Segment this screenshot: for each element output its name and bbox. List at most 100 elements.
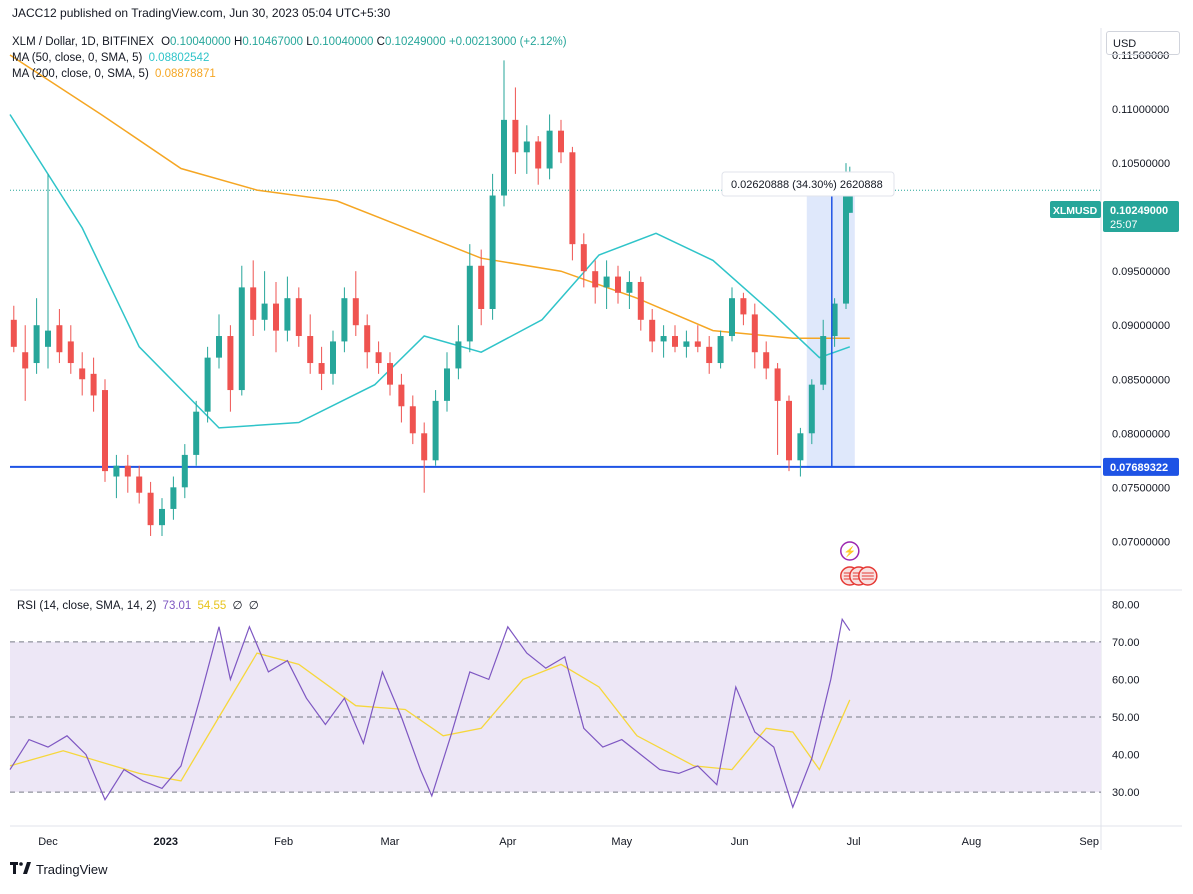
rsi-tick-label: 60.00 (1112, 674, 1140, 686)
candle-body[interactable] (740, 298, 747, 315)
candle-body[interactable] (808, 384, 815, 434)
candle-body[interactable] (523, 141, 530, 153)
rsi-line[interactable] (9, 617, 851, 810)
candle-body[interactable] (147, 492, 154, 526)
candle-body[interactable] (751, 314, 758, 353)
candle-body[interactable] (216, 336, 222, 358)
support-price-box[interactable] (1103, 457, 1179, 476)
candle-body[interactable] (535, 141, 542, 169)
candle-body[interactable] (843, 190, 849, 304)
candle-body[interactable] (649, 319, 656, 342)
symbol-tag-box[interactable] (1050, 201, 1101, 218)
candle-body[interactable] (56, 325, 63, 353)
candle-body[interactable] (717, 336, 724, 364)
last-price-text: 0.10249000 (1110, 205, 1168, 217)
ma200-legend[interactable]: MA (200, close, 0, SMA, 5) 0.08878871 (12, 68, 216, 80)
candle-body[interactable] (159, 508, 165, 526)
candle-body[interactable] (67, 341, 74, 364)
candle-body[interactable] (181, 454, 188, 488)
candle-body[interactable] (33, 325, 40, 364)
rsi-sma-line[interactable] (9, 652, 851, 782)
candle-body[interactable] (774, 368, 781, 401)
candle-body[interactable] (261, 303, 268, 320)
candle-body[interactable] (512, 119, 519, 153)
candle-body[interactable] (489, 195, 496, 309)
candle-body[interactable] (660, 336, 667, 342)
candle-body[interactable] (398, 384, 405, 407)
candle-body[interactable] (352, 298, 359, 326)
candle-body[interactable] (683, 341, 690, 347)
candle-body[interactable] (273, 303, 279, 331)
candle-body[interactable] (124, 465, 131, 477)
candle-body[interactable] (626, 281, 633, 293)
candle-body[interactable] (364, 325, 371, 353)
candle-body[interactable] (10, 319, 17, 347)
candle-body[interactable] (706, 346, 713, 364)
lightning-event-icon[interactable] (840, 541, 860, 561)
candle-body[interactable] (820, 336, 827, 385)
candle-body[interactable] (102, 390, 108, 472)
candle-body[interactable] (466, 265, 473, 342)
candle-body[interactable] (387, 363, 393, 385)
candle-body[interactable] (569, 152, 576, 245)
candle-body[interactable] (409, 406, 416, 434)
candle-body[interactable] (22, 352, 29, 369)
candle-body[interactable] (637, 281, 644, 320)
candle-body[interactable] (672, 336, 678, 347)
currency-button[interactable]: USD (1106, 31, 1180, 55)
candle-body[interactable] (558, 130, 564, 153)
candle-body[interactable] (295, 298, 302, 337)
candle-body[interactable] (113, 465, 120, 477)
candle-body[interactable] (250, 287, 257, 320)
candle-body[interactable] (375, 352, 382, 364)
candle-body[interactable] (193, 411, 200, 455)
last-price-box[interactable] (1103, 201, 1179, 232)
tradingview-logo-icon (10, 862, 32, 877)
candle-body[interactable] (478, 265, 485, 309)
close-label: C (376, 36, 385, 48)
rsi-legend[interactable]: RSI (14, close, SMA, 14, 2) 73.01 54.55 … (17, 598, 259, 612)
open-label: O (161, 36, 171, 48)
candle-body[interactable] (546, 130, 553, 169)
candle-body[interactable] (79, 368, 86, 380)
candle-body[interactable] (797, 433, 804, 461)
candle-body[interactable] (831, 303, 838, 337)
candle-body[interactable] (432, 400, 439, 461)
candle-body[interactable] (763, 352, 770, 369)
candle-body[interactable] (729, 298, 735, 337)
price-tick-label: 0.09000000 (1112, 320, 1170, 332)
candle-body[interactable] (603, 276, 610, 288)
rsi-value: 73.01 (162, 600, 192, 612)
candle-body[interactable] (501, 119, 507, 196)
candle-body[interactable] (341, 298, 348, 342)
candle-body[interactable] (444, 368, 450, 401)
candle-body[interactable] (170, 487, 177, 509)
candle-body[interactable] (421, 433, 428, 461)
candle-body[interactable] (846, 190, 853, 213)
symbol-name[interactable]: XLM / Dollar, 1D, BITFINEX (12, 36, 154, 48)
candle-body[interactable] (455, 341, 462, 369)
candle-body[interactable] (786, 400, 792, 461)
candle-body[interactable] (580, 244, 587, 272)
candle-body[interactable] (307, 336, 314, 364)
candle-body[interactable] (284, 298, 291, 331)
footer-brand[interactable]: TradingView (10, 862, 108, 877)
candle-body[interactable] (90, 373, 97, 396)
price-tick-label: 0.08000000 (1112, 428, 1170, 440)
time-tick-label: Dec (38, 836, 58, 848)
candle-body[interactable] (204, 357, 211, 412)
ma200-line[interactable] (9, 54, 850, 339)
ma50-line[interactable] (9, 114, 851, 429)
ma50-legend[interactable]: MA (50, close, 0, SMA, 5) 0.08802542 (12, 52, 209, 64)
candle-body[interactable] (45, 330, 51, 347)
time-tick-label: Jun (731, 836, 749, 848)
candle-body[interactable] (694, 341, 701, 347)
candle-body[interactable] (227, 336, 234, 391)
candle-body[interactable] (615, 276, 621, 293)
candle-body[interactable] (136, 476, 143, 493)
candle-body[interactable] (592, 271, 599, 288)
candle-body[interactable] (330, 341, 336, 374)
candle-body[interactable] (238, 287, 245, 391)
candle-body[interactable] (318, 363, 325, 374)
